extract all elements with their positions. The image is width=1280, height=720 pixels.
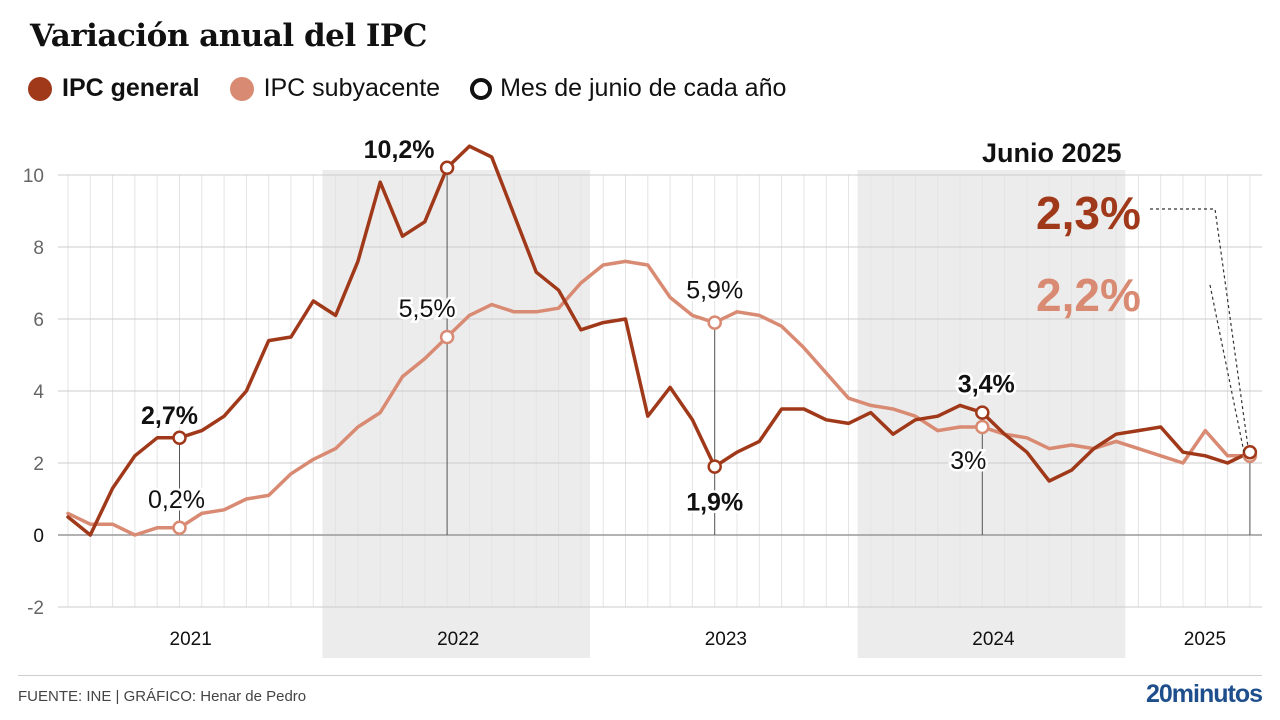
x-year-label-2023: 2023 [705,629,747,650]
annotation-label-general-2023-06: 1,9% [686,489,743,517]
footer-divider [18,675,1262,676]
legend: IPC general IPC subyacente Mes de junio … [28,74,816,103]
legend-june-ring-icon [470,77,493,100]
annotation-label-general-2024-06: 3,4% [958,371,1015,399]
june-point-general [1242,444,1258,460]
legend-general-label: IPC general [62,74,200,102]
annotation-label-subyacente-2023-06: 5,9% [686,277,743,305]
footer-source: FUENTE: INE | GRÁFICO: Henar de Pedro [18,688,307,705]
june-point-subyacente [439,329,455,345]
june-point-general [439,160,455,176]
june-2025-title: Junio 2025 [982,138,1122,168]
y-tick-label: -2 [27,598,44,619]
june-point-subyacente [707,315,722,330]
y-tick-label: 6 [33,310,44,331]
june-point-general [975,405,990,420]
annotation-label-subyacente-2022-06: 5,5% [399,295,456,323]
y-tick-label: 4 [33,382,44,403]
y-tick-label: 8 [33,238,44,259]
june-2025-subyacente-value: 2,2% [1036,269,1141,321]
legend-subyacente-label: IPC subyacente [263,74,441,102]
annotation-label-subyacente-2021-06: 0,2% [148,486,205,514]
y-tick-label: 10 [23,166,44,187]
brand-logo: 20minutos [1145,680,1263,708]
annotation-label-general-2022-06: 10,2% [364,136,435,164]
june-point-general [707,459,722,474]
legend-item-general: IPC general [28,74,200,103]
annotation-label-subyacente-2024-06: 3% [950,447,986,475]
y-tick-label: 0 [33,526,44,547]
legend-subyacente-dot-icon [229,76,254,101]
annotation-label-general-2021-06: 2,7% [141,402,198,430]
shaded-year-2022 [322,170,591,658]
x-year-label-2025: 2025 [1184,629,1226,650]
y-tick-label: 2 [33,454,44,475]
series-line-ipc-general [66,144,1252,537]
legend-general-dot-icon [28,76,52,101]
june-point-subyacente [975,419,990,435]
shaded-year-2024 [857,170,1126,658]
chart-title: Variación anual del IPC [30,18,427,54]
x-year-label-2022: 2022 [437,629,479,650]
series-line-ipc-subyacente [66,259,1252,537]
june-point-subyacente [172,520,187,536]
june-2025-general-value: 2,3% [1036,187,1141,239]
legend-june-label: Mes de junio de cada año [500,74,787,102]
x-year-label-2024: 2024 [972,629,1015,650]
legend-item-june: Mes de junio de cada año [470,74,786,103]
legend-item-subyacente: IPC subyacente [229,74,441,103]
callout-leader-subyacente [1209,284,1245,452]
june-point-general [172,430,187,446]
callout-leader-general [1150,208,1249,447]
x-year-label-2021: 2021 [170,629,212,650]
